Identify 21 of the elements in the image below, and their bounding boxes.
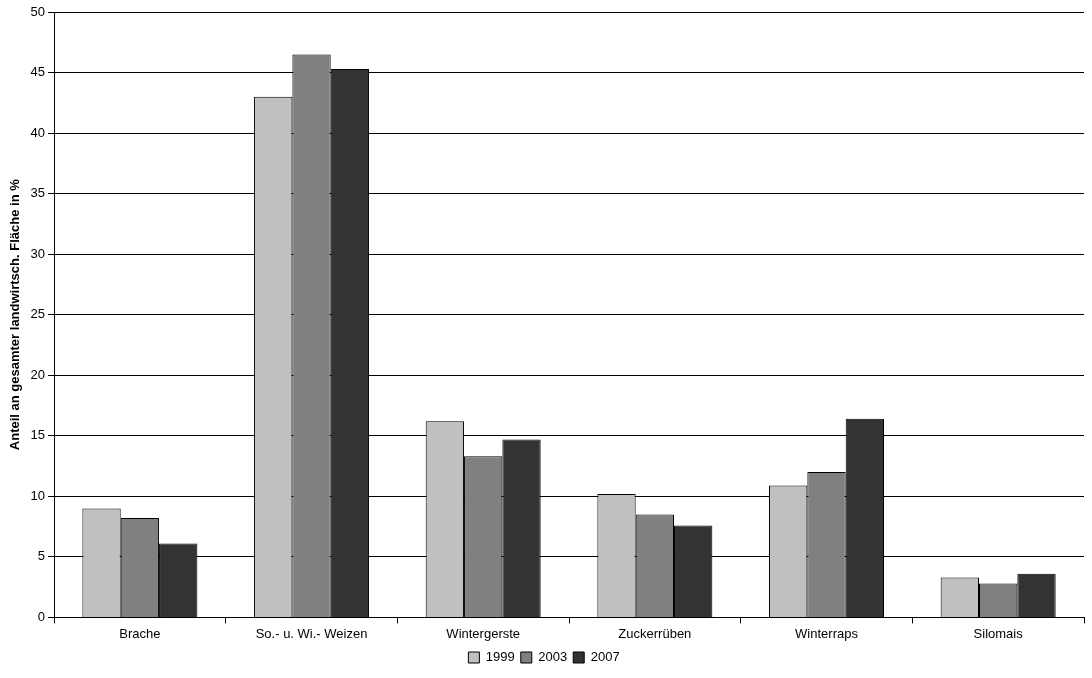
x-tick-label: Zuckerrüben <box>618 625 692 641</box>
x-tick-label: Wintergerste <box>446 625 521 641</box>
x-tick-label: Brache <box>119 625 161 641</box>
x-tick-label: Silomais <box>973 625 1024 641</box>
y-tick-label: 30 <box>30 245 46 261</box>
y-tick-label: 20 <box>30 366 46 382</box>
legend-label: 2003 <box>538 649 568 665</box>
y-tick-label: 0 <box>37 608 46 624</box>
x-tick-label: Winterraps <box>795 625 859 641</box>
y-tick-label: 5 <box>37 548 46 564</box>
y-axis-title: Anteil an gesamter landwirtsch. Fläche in % <box>7 178 23 451</box>
legend-label: 2007 <box>590 649 620 665</box>
y-tick-label: 50 <box>30 3 46 19</box>
x-tick-label: So.- u. Wi.- Weizen <box>255 625 368 641</box>
y-tick-label: 40 <box>30 124 46 140</box>
y-tick-label: 10 <box>30 487 46 503</box>
y-tick-label: 25 <box>30 306 46 322</box>
y-tick-label: 15 <box>30 427 46 443</box>
legend-label: 1999 <box>485 649 515 665</box>
y-tick-label: 35 <box>30 185 46 201</box>
y-tick-label: 45 <box>30 64 46 80</box>
